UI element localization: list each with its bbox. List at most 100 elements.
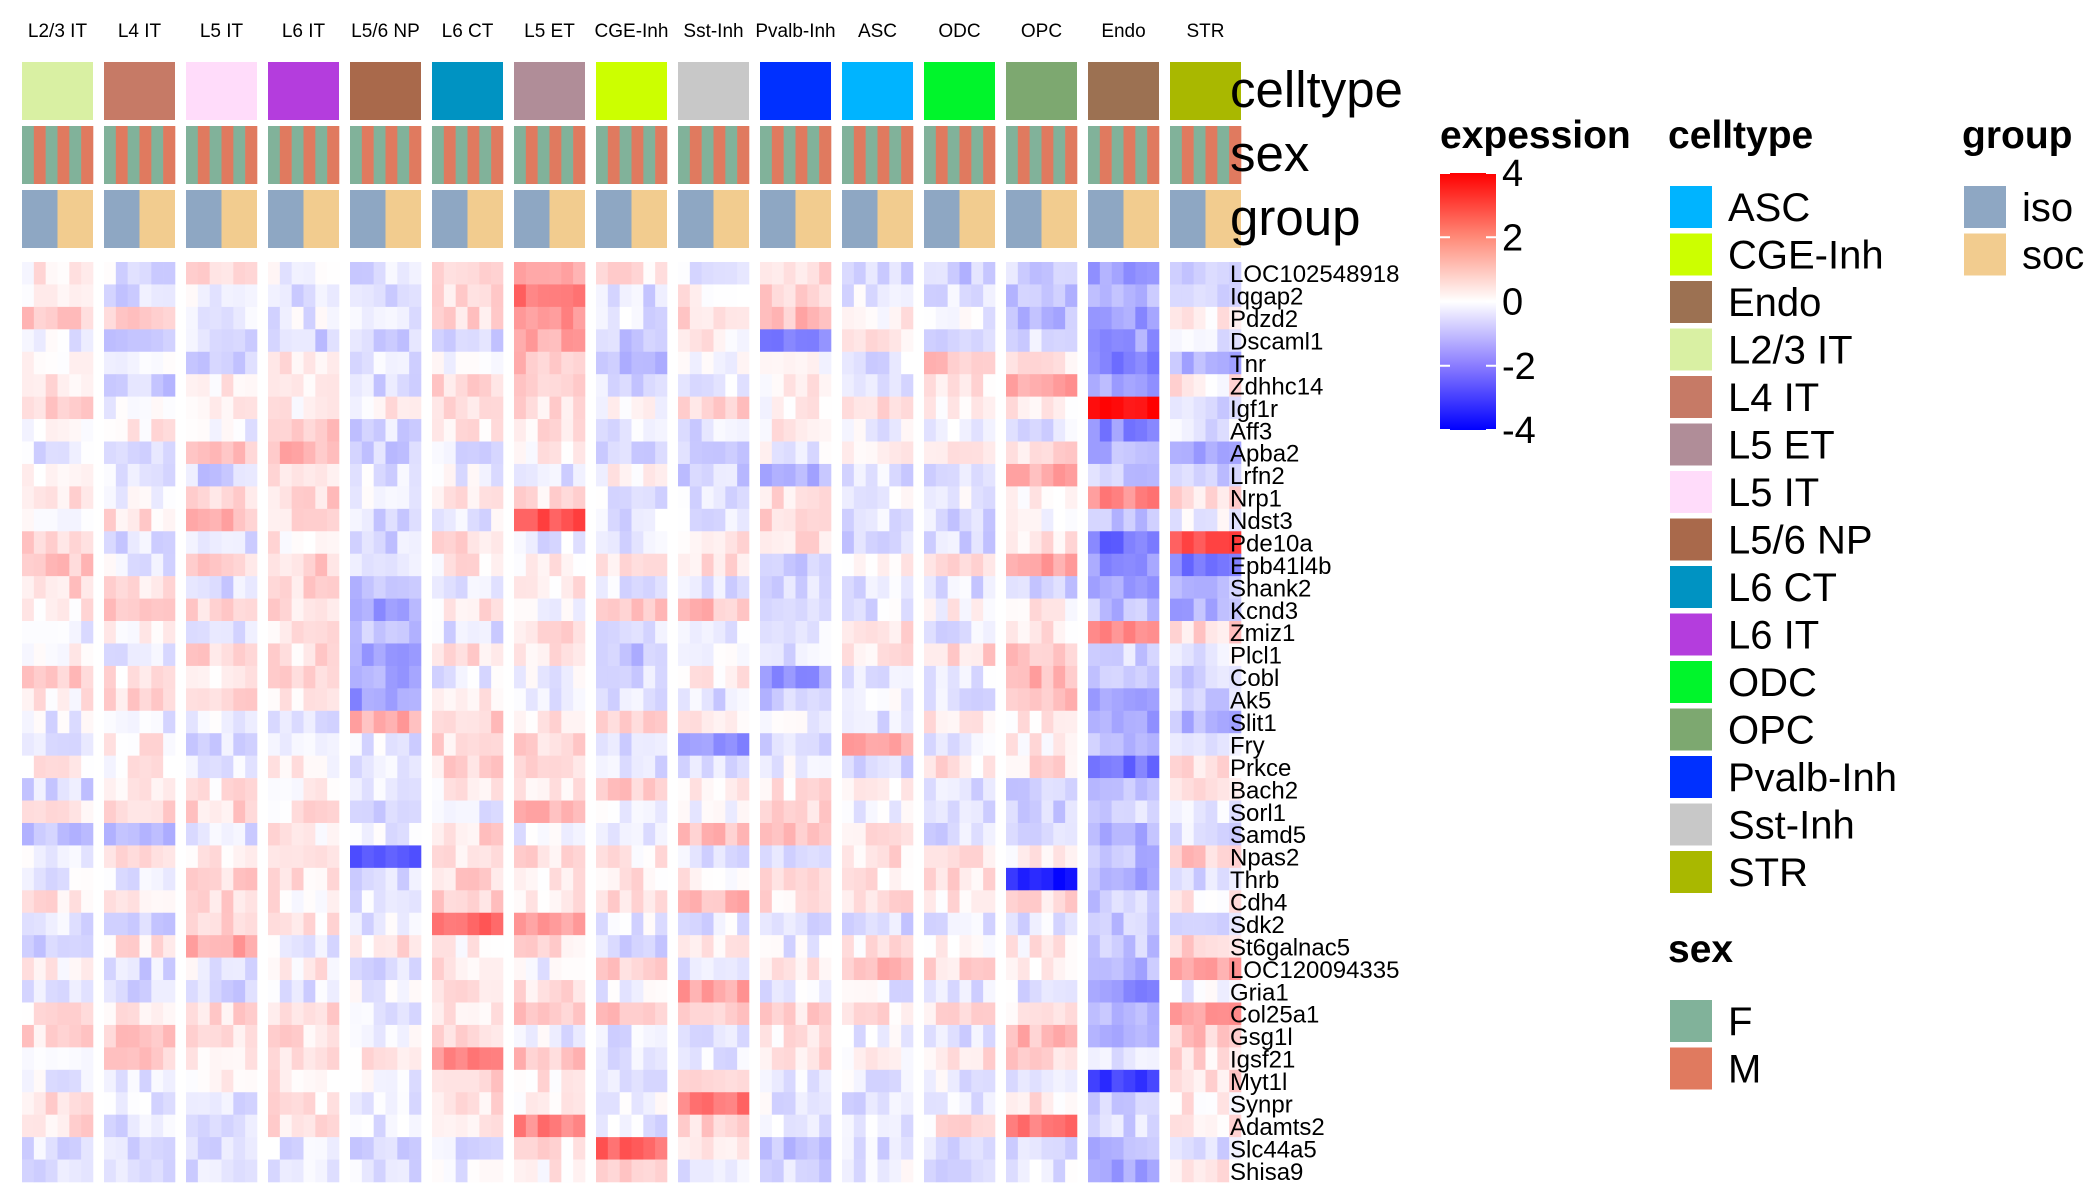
heatmap-cell (69, 845, 82, 869)
heatmap-cell (22, 441, 35, 465)
heatmap-cell (619, 553, 632, 577)
heatmap-cell (935, 755, 948, 779)
sex-annotation-cell (537, 126, 550, 184)
heatmap-cell (737, 396, 750, 420)
heatmap-cell (291, 463, 304, 487)
heatmap-cell (373, 351, 386, 375)
heatmap-cell (1088, 643, 1101, 667)
heatmap-cell (291, 845, 304, 869)
heatmap-cell (315, 374, 328, 397)
heatmap-cell (432, 1159, 445, 1183)
heatmap-cell (327, 598, 340, 622)
heatmap-cell (33, 1002, 46, 1026)
heatmap-cell (678, 1159, 691, 1183)
heatmap-cell (57, 1047, 70, 1071)
celltype-annotation-cell (924, 62, 995, 120)
heatmap-cell (607, 890, 620, 914)
heatmap-cell (865, 374, 878, 397)
heatmap-cell (1029, 441, 1042, 465)
heatmap-cell (596, 463, 609, 487)
heatmap-cell (619, 1159, 632, 1183)
heatmap-cell (69, 396, 82, 420)
heatmap-cell (479, 374, 492, 397)
heatmap-cell (689, 890, 702, 914)
heatmap-cell (561, 845, 574, 869)
heatmap-cell (561, 1159, 574, 1183)
heatmap-cell (151, 621, 164, 644)
heatmap-cell (865, 688, 878, 712)
heatmap-cell (713, 329, 726, 353)
heatmap-cell (361, 1159, 374, 1183)
heatmap-cell (139, 935, 152, 958)
heatmap-cell (842, 665, 855, 689)
heatmap-cell (1029, 980, 1042, 1003)
heatmap-cell (760, 912, 773, 936)
heatmap-cell (268, 665, 281, 689)
heatmap-cell (725, 867, 738, 891)
heatmap-cell (455, 890, 468, 914)
heatmap-cell (549, 486, 562, 510)
colorbar-title: expession (1440, 114, 1631, 157)
heatmap-cell (1041, 733, 1054, 756)
heatmap-cell (104, 688, 117, 712)
heatmap-cell (1229, 1092, 1242, 1115)
heatmap-cell (1006, 800, 1019, 824)
heatmap-cell (432, 463, 445, 487)
heatmap-cell (1181, 912, 1194, 936)
heatmap-cell (361, 508, 374, 532)
heatmap-cell (245, 486, 258, 510)
heatmap-cell (209, 374, 222, 397)
heatmap-cell (245, 508, 258, 532)
heatmap-cell (1053, 396, 1066, 420)
heatmap-cell (1170, 733, 1183, 756)
heatmap-cell (233, 553, 246, 577)
heatmap-cell (1205, 374, 1218, 397)
heatmap-cell (22, 1137, 35, 1160)
heatmap-cell (432, 822, 445, 846)
heatmap-cell (1135, 621, 1148, 644)
heatmap-cell (959, 733, 972, 756)
heatmap-cell (889, 621, 902, 644)
heatmap-cell (209, 508, 222, 532)
heatmap-cell (865, 419, 878, 442)
heatmap-cell (1123, 665, 1136, 689)
heatmap-cell (1053, 688, 1066, 712)
heatmap-cell (689, 374, 702, 397)
group-annotation-cell (57, 190, 93, 248)
group-annotation-cell (186, 190, 222, 248)
heatmap-cell (1135, 1024, 1148, 1048)
heatmap-cell (1053, 733, 1066, 756)
heatmap-cell (983, 329, 996, 353)
heatmap-cell (221, 1092, 234, 1115)
heatmap-cell (57, 957, 70, 981)
heatmap-cell (1017, 845, 1030, 869)
heatmap-cell (573, 957, 586, 981)
heatmap-cell (877, 1092, 890, 1115)
heatmap-cell (689, 396, 702, 420)
heatmap-cell (795, 306, 808, 330)
heatmap-cell (350, 463, 363, 487)
heatmap-cell (853, 306, 866, 330)
heatmap-cell (432, 531, 445, 555)
heatmap-cell (385, 1114, 398, 1138)
heatmap-cell (573, 531, 586, 555)
heatmap-cell (303, 553, 316, 577)
heatmap-cell (1193, 778, 1206, 801)
heatmap-cell (1006, 531, 1019, 555)
heatmap-cell (573, 329, 586, 353)
heatmap-cell (350, 531, 363, 555)
heatmap-cell (971, 396, 984, 420)
heatmap-cell (1193, 396, 1206, 420)
heatmap-cell (959, 755, 972, 779)
heatmap-cell (104, 329, 117, 353)
heatmap-cell (1193, 1069, 1206, 1093)
heatmap-cell (760, 508, 773, 532)
heatmap-cell (291, 419, 304, 442)
heatmap-cell (409, 598, 422, 622)
heatmap-cell (1029, 890, 1042, 914)
heatmap-cell (619, 598, 632, 622)
heatmap-cell (889, 867, 902, 891)
group-annotation-cell (432, 190, 468, 248)
heatmap-cell (45, 755, 58, 779)
heatmap-cell (1041, 284, 1054, 308)
